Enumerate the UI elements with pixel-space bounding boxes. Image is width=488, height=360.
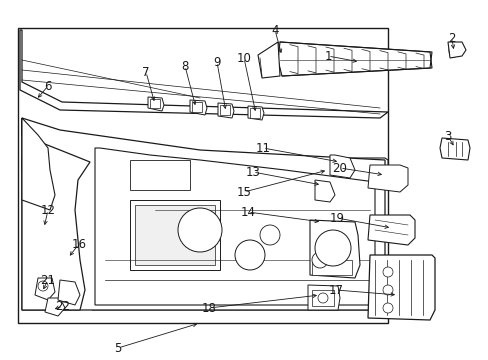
Polygon shape — [22, 118, 90, 310]
Text: 7: 7 — [142, 66, 149, 78]
Text: 8: 8 — [181, 59, 188, 72]
Text: 21: 21 — [41, 274, 55, 287]
Text: 19: 19 — [329, 211, 344, 225]
Polygon shape — [22, 118, 384, 310]
Polygon shape — [447, 42, 465, 58]
Circle shape — [260, 225, 280, 245]
Text: 1: 1 — [324, 49, 331, 63]
Polygon shape — [148, 97, 163, 111]
Text: 14: 14 — [240, 206, 255, 219]
Polygon shape — [190, 100, 206, 115]
Polygon shape — [367, 165, 407, 192]
Polygon shape — [218, 103, 234, 118]
Text: 4: 4 — [271, 23, 278, 36]
Polygon shape — [95, 148, 374, 305]
Text: 6: 6 — [44, 80, 52, 93]
Circle shape — [314, 230, 350, 266]
Text: 13: 13 — [245, 166, 260, 179]
Bar — [150, 99, 160, 108]
Text: 11: 11 — [255, 141, 270, 154]
Text: 3: 3 — [444, 130, 451, 143]
Bar — [130, 160, 190, 190]
Text: 16: 16 — [71, 238, 86, 251]
Bar — [220, 105, 229, 115]
Circle shape — [311, 252, 327, 268]
Polygon shape — [367, 215, 414, 245]
Polygon shape — [367, 255, 434, 320]
Polygon shape — [35, 278, 55, 300]
Polygon shape — [20, 30, 387, 118]
Text: 2: 2 — [447, 31, 455, 45]
Text: 10: 10 — [236, 51, 251, 64]
Bar — [311, 290, 333, 306]
Text: 15: 15 — [236, 185, 251, 198]
Circle shape — [382, 267, 392, 277]
Circle shape — [178, 208, 222, 252]
Bar — [311, 260, 351, 275]
Circle shape — [382, 303, 392, 313]
Text: 17: 17 — [328, 284, 343, 297]
Text: 20: 20 — [332, 162, 347, 175]
Polygon shape — [45, 298, 65, 316]
Text: 5: 5 — [114, 342, 122, 355]
Text: 18: 18 — [201, 302, 216, 315]
Bar — [18, 28, 387, 323]
Polygon shape — [307, 285, 339, 310]
Polygon shape — [258, 42, 280, 78]
Polygon shape — [314, 180, 334, 202]
Bar — [192, 102, 202, 112]
Polygon shape — [329, 155, 354, 178]
Text: 12: 12 — [41, 203, 55, 216]
Polygon shape — [309, 220, 359, 278]
Circle shape — [38, 281, 48, 291]
Circle shape — [317, 293, 327, 303]
Polygon shape — [247, 106, 264, 120]
Circle shape — [382, 285, 392, 295]
Bar — [135, 205, 215, 265]
Polygon shape — [88, 140, 379, 310]
Polygon shape — [58, 280, 80, 305]
Text: 22: 22 — [55, 300, 70, 312]
Polygon shape — [439, 138, 469, 160]
Polygon shape — [22, 158, 387, 178]
Polygon shape — [22, 118, 55, 210]
Circle shape — [235, 240, 264, 270]
Text: 9: 9 — [213, 55, 220, 68]
Polygon shape — [278, 42, 431, 76]
Bar — [130, 200, 220, 270]
Bar — [249, 108, 260, 118]
